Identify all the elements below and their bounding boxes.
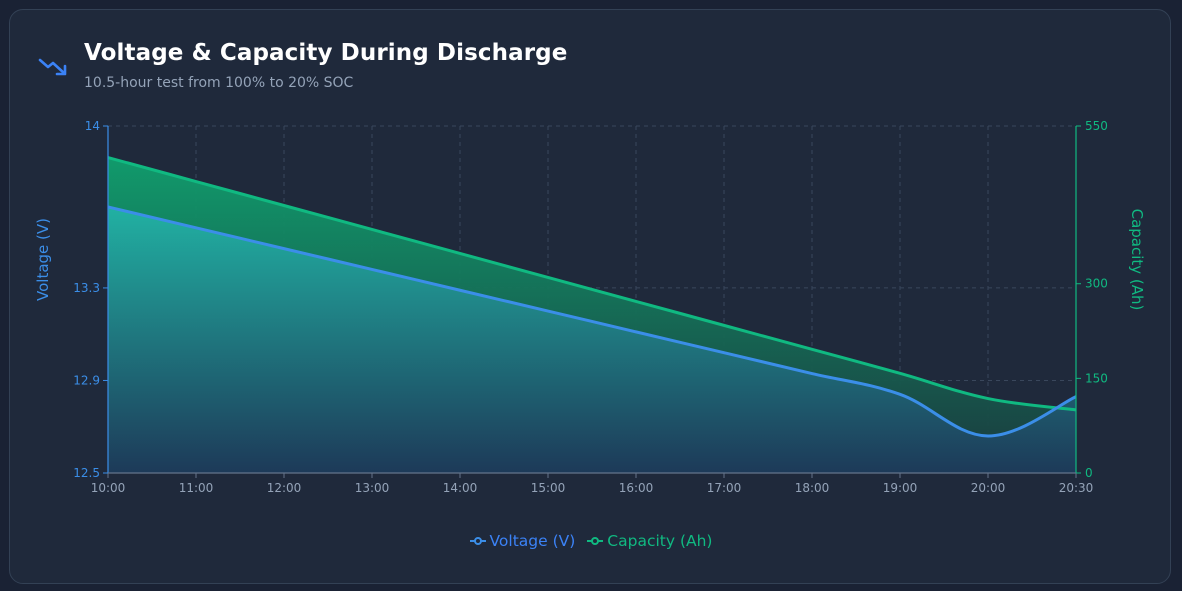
voltage-line (107, 205, 1077, 438)
chart-legend: Voltage (V) Capacity (Ah) (10, 532, 1172, 550)
legend-capacity-marker-icon (587, 537, 604, 545)
y-left-tick-label: 12.5 (73, 466, 100, 480)
voltage-area (108, 206, 1076, 473)
y-left-axis-title: Voltage (V) (34, 218, 52, 301)
legend-label-voltage: Voltage (V) (489, 532, 576, 550)
chart-title: Voltage & Capacity During Discharge (84, 40, 568, 66)
x-tick-label: 12:00 (267, 481, 302, 495)
trending-down-icon (38, 58, 67, 76)
x-tick-label: 13:00 (355, 481, 390, 495)
x-tick-label: 10:00 (91, 481, 126, 495)
y-right-tick-label: 300 (1085, 277, 1108, 291)
x-tick-label: 11:00 (179, 481, 214, 495)
x-tick-label: 17:00 (707, 481, 742, 495)
y-left-tick-label: 14 (85, 119, 100, 133)
discharge-chart: 10:00 11:00 12:00 13:00 14:00 15:00 16:00 17:00… (34, 119, 1146, 495)
x-tick-label: 20:00 (971, 481, 1006, 495)
x-tick-label: 20:30 (1059, 481, 1094, 495)
x-tick-label: 14:00 (443, 481, 478, 495)
legend-item-voltage[interactable]: Voltage (V) (469, 532, 576, 550)
y-right-tick-label: 150 (1085, 371, 1108, 385)
legend-item-capacity[interactable]: Capacity (Ah) (587, 532, 712, 550)
x-tick-label: 15:00 (531, 481, 566, 495)
y-left-tick-label: 12.9 (73, 373, 100, 387)
y-right-axis-title: Capacity (Ah) (1128, 209, 1146, 311)
chart-subtitle: 10.5-hour test from 100% to 20% SOC (84, 75, 354, 91)
legend-label-capacity: Capacity (Ah) (607, 532, 713, 550)
x-tick-label: 19:00 (883, 481, 918, 495)
y-right-tick-label: 550 (1085, 119, 1108, 133)
x-tick-label: 16:00 (619, 481, 654, 495)
legend-voltage-marker-icon (469, 537, 486, 545)
y-right-tick-label: 0 (1085, 466, 1093, 480)
y-left-tick-label: 13.3 (73, 281, 100, 295)
capacity-line (107, 156, 1077, 412)
chart-card: Voltage & Capacity During Discharge 10.5… (9, 9, 1171, 584)
x-tick-label: 18:00 (795, 481, 830, 495)
